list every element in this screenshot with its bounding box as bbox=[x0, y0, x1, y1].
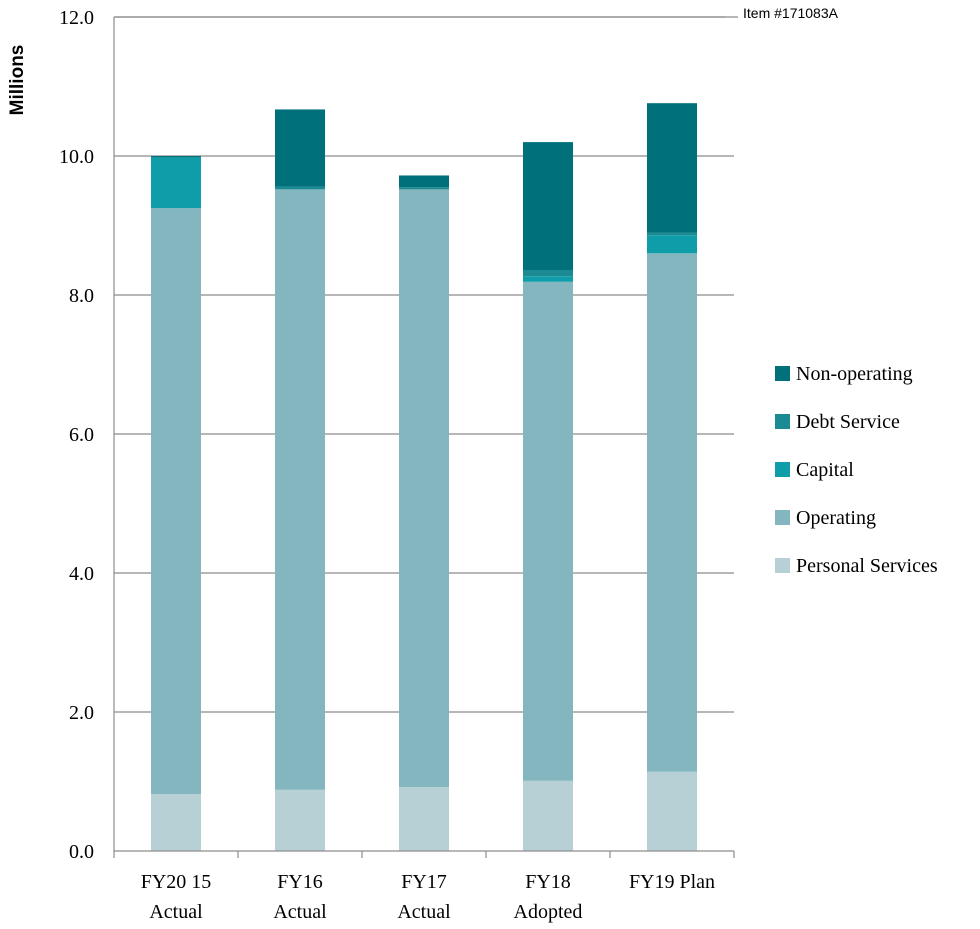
legend-label: Debt Service bbox=[796, 411, 900, 433]
legend-swatch bbox=[775, 366, 790, 381]
bar-segment-operating bbox=[399, 189, 449, 788]
bar-segment-debt-service bbox=[275, 186, 325, 190]
bar-segment-personal-services bbox=[647, 771, 697, 851]
y-tick-label: 10.0 bbox=[59, 146, 94, 168]
y-tick-label: 12.0 bbox=[59, 7, 94, 29]
legend-swatch bbox=[775, 510, 790, 525]
bar-segment-debt-service bbox=[647, 232, 697, 236]
bar-segment-debt-service bbox=[523, 269, 573, 277]
x-category-label: FY17 bbox=[401, 871, 447, 893]
bar-segment-operating bbox=[523, 281, 573, 781]
legend-label: Operating bbox=[796, 507, 876, 529]
bars bbox=[151, 103, 697, 851]
x-category-label: FY16 bbox=[277, 871, 323, 893]
bar-segment-non-operating bbox=[399, 175, 449, 188]
x-category-label: FY20 15 bbox=[141, 871, 212, 893]
bar-segment-non-operating bbox=[151, 156, 201, 158]
bar-segment-capital bbox=[647, 235, 697, 254]
y-tick-label: 8.0 bbox=[69, 285, 94, 307]
x-category-labels: FY20 15 Actual FY16 Actual FY17 Actual FY18 Ado… bbox=[141, 871, 715, 923]
x-category-label: FY18 bbox=[525, 871, 571, 893]
bar-segment-personal-services bbox=[151, 794, 201, 851]
x-category-label: Adopted bbox=[514, 901, 583, 923]
x-category-label: FY19 Plan bbox=[629, 871, 715, 893]
legend-swatch bbox=[775, 462, 790, 477]
legend-label: Non-operating bbox=[796, 363, 913, 385]
bar-segment-capital bbox=[523, 276, 573, 282]
x-category-label: Actual bbox=[273, 901, 327, 923]
bar-segment-capital bbox=[151, 157, 201, 209]
y-tick-label: 4.0 bbox=[69, 563, 94, 585]
axes bbox=[113, 17, 735, 858]
bar-segment-non-operating bbox=[647, 103, 697, 233]
x-category-label: Actual bbox=[397, 901, 451, 923]
legend: Non-operating Debt Service Capital Operatin… bbox=[775, 363, 938, 577]
bar-segment-personal-services bbox=[523, 780, 573, 851]
bar-segment-non-operating bbox=[523, 142, 573, 270]
bar-segment-non-operating bbox=[275, 109, 325, 187]
item-note: Item #171083A bbox=[743, 5, 839, 21]
bar-segment-operating bbox=[275, 189, 325, 790]
bar-segment-operating bbox=[647, 253, 697, 772]
y-tick-label: 2.0 bbox=[69, 702, 94, 724]
legend-swatch bbox=[775, 558, 790, 573]
y-tick-labels: 0.0 2.0 4.0 6.0 8.0 10.0 12.0 bbox=[59, 7, 94, 863]
legend-label: Capital bbox=[796, 459, 854, 481]
legend-label: Personal Services bbox=[796, 555, 938, 577]
bar-segment-operating bbox=[151, 208, 201, 795]
bar-segment-personal-services bbox=[399, 787, 449, 851]
bar-segment-debt-service bbox=[399, 187, 449, 190]
y-axis-label: Millions bbox=[7, 45, 28, 116]
bar-segment-personal-services bbox=[275, 789, 325, 851]
x-category-label: Actual bbox=[149, 901, 203, 923]
y-tick-label: 6.0 bbox=[69, 424, 94, 446]
y-tick-label: 0.0 bbox=[69, 841, 94, 863]
legend-swatch bbox=[775, 414, 790, 429]
